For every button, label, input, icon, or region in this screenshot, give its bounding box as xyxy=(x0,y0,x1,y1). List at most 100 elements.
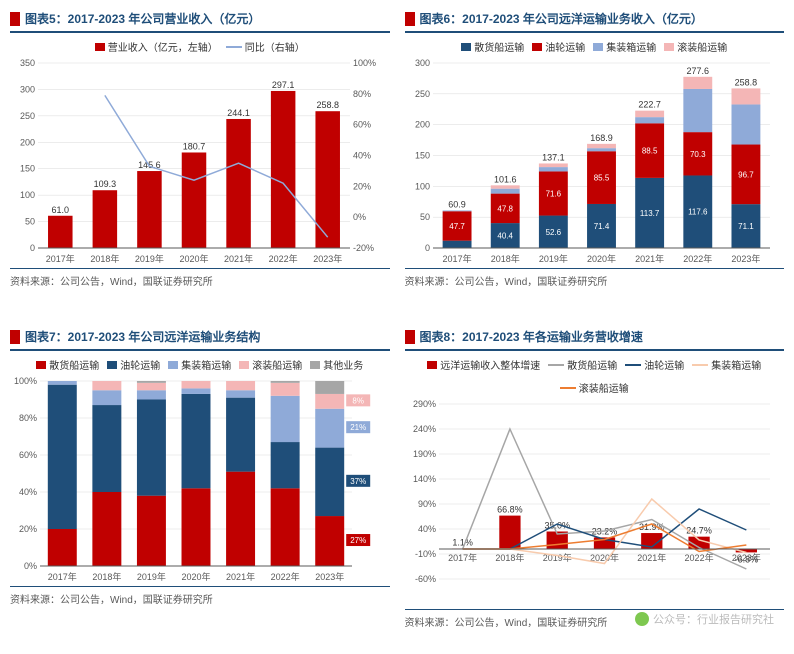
svg-text:50: 50 xyxy=(419,212,429,222)
chart6-title: 图表6：2017-2023 年公司远洋运输业务收入（亿元） xyxy=(420,10,703,27)
svg-text:250: 250 xyxy=(414,89,429,99)
svg-text:350: 350 xyxy=(20,58,35,68)
chart6-legend: 散货船运输油轮运输集装箱运输滚装船运输 xyxy=(405,39,785,54)
chart8-title: 图表8：2017-2023 年各运输业务营收增速 xyxy=(420,328,643,345)
svg-text:200: 200 xyxy=(20,137,35,147)
svg-text:1.1%: 1.1% xyxy=(452,537,473,547)
svg-text:40.4: 40.4 xyxy=(497,232,513,241)
svg-text:0%: 0% xyxy=(353,212,366,222)
svg-text:60.9: 60.9 xyxy=(448,199,466,209)
chart7-svg: 0%20%40%60%80%100%2017年2018年2019年2020年20… xyxy=(10,376,390,586)
svg-text:0: 0 xyxy=(30,243,35,253)
svg-text:117.6: 117.6 xyxy=(688,208,708,217)
watermark: 公众号：行业报告研究社 xyxy=(635,611,774,627)
svg-text:244.1: 244.1 xyxy=(227,108,250,118)
svg-text:300: 300 xyxy=(20,84,35,94)
svg-text:2021年: 2021年 xyxy=(224,253,253,264)
svg-text:2022年: 2022年 xyxy=(271,571,300,582)
svg-text:2018年: 2018年 xyxy=(490,253,519,264)
svg-text:2018年: 2018年 xyxy=(495,552,524,563)
svg-text:71.6: 71.6 xyxy=(545,189,561,198)
svg-text:109.3: 109.3 xyxy=(94,179,117,189)
svg-text:300: 300 xyxy=(414,58,429,68)
svg-text:20%: 20% xyxy=(353,181,371,191)
svg-text:90%: 90% xyxy=(417,499,435,509)
chart7-title: 图表7：2017-2023 年公司远洋运输业务结构 xyxy=(25,328,260,345)
svg-text:85.5: 85.5 xyxy=(593,174,609,183)
chart5-panel: 图表5：2017-2023 年公司营业收入（亿元） 营业收入（亿元，左轴）同比（… xyxy=(10,10,390,288)
svg-text:66.8%: 66.8% xyxy=(497,505,523,515)
svg-text:47.8: 47.8 xyxy=(497,204,513,213)
chart8-legend: 远洋运输收入整体增速散货船运输油轮运输集装箱运输滚装船运输 xyxy=(405,357,785,395)
svg-text:2020年: 2020年 xyxy=(179,253,208,264)
svg-text:2023年: 2023年 xyxy=(731,552,760,563)
chart5-source: 资料来源：公司公告，Wind，国联证券研究所 xyxy=(10,273,390,288)
wechat-icon xyxy=(635,612,649,626)
chart7-source: 资料来源：公司公告，Wind，国联证券研究所 xyxy=(10,591,390,606)
svg-text:88.5: 88.5 xyxy=(641,147,657,156)
svg-text:2021年: 2021年 xyxy=(226,571,255,582)
svg-text:40%: 40% xyxy=(19,487,37,497)
svg-text:277.6: 277.6 xyxy=(686,66,709,76)
svg-text:240%: 240% xyxy=(412,424,435,434)
svg-text:258.8: 258.8 xyxy=(734,77,757,87)
svg-text:-60%: -60% xyxy=(414,574,435,584)
svg-text:2017年: 2017年 xyxy=(48,571,77,582)
chart7-panel: 图表7：2017-2023 年公司远洋运输业务结构 散货船运输油轮运输集装箱运输… xyxy=(10,328,390,629)
svg-text:40%: 40% xyxy=(353,151,371,161)
svg-text:2021年: 2021年 xyxy=(637,552,666,563)
svg-text:140%: 140% xyxy=(412,474,435,484)
svg-text:100%: 100% xyxy=(353,58,376,68)
chart5-svg: 050100150200250300350-20%0%20%40%60%80%1… xyxy=(10,58,390,268)
svg-text:150: 150 xyxy=(414,151,429,161)
svg-text:2022年: 2022年 xyxy=(683,253,712,264)
chart6-svg: 05010015020025030047.760.92017年40.447.81… xyxy=(405,58,785,268)
svg-text:180.7: 180.7 xyxy=(183,141,206,151)
chart5-legend: 营业收入（亿元，左轴）同比（右轴） xyxy=(10,39,390,54)
svg-text:290%: 290% xyxy=(412,399,435,409)
svg-text:21%: 21% xyxy=(350,423,366,432)
svg-text:71.1: 71.1 xyxy=(738,222,754,231)
svg-text:2017年: 2017年 xyxy=(442,253,471,264)
svg-text:60%: 60% xyxy=(353,120,371,130)
svg-text:190%: 190% xyxy=(412,449,435,459)
svg-text:2019年: 2019年 xyxy=(137,571,166,582)
svg-text:2022年: 2022年 xyxy=(269,253,298,264)
svg-text:2017年: 2017年 xyxy=(46,253,75,264)
svg-text:0: 0 xyxy=(424,243,429,253)
svg-text:52.6: 52.6 xyxy=(545,228,561,237)
svg-text:0%: 0% xyxy=(24,561,37,571)
svg-text:60%: 60% xyxy=(19,450,37,460)
svg-text:2021年: 2021年 xyxy=(635,253,664,264)
svg-text:20%: 20% xyxy=(19,524,37,534)
chart6-source: 资料来源：公司公告，Wind，国联证券研究所 xyxy=(405,273,785,288)
svg-text:222.7: 222.7 xyxy=(638,100,661,110)
svg-text:100: 100 xyxy=(414,181,429,191)
svg-text:-10%: -10% xyxy=(414,549,435,559)
svg-text:2022年: 2022年 xyxy=(684,552,713,563)
svg-text:2020年: 2020年 xyxy=(181,571,210,582)
svg-text:113.7: 113.7 xyxy=(639,209,659,218)
svg-text:2019年: 2019年 xyxy=(538,253,567,264)
svg-text:80%: 80% xyxy=(353,89,371,99)
svg-text:2023年: 2023年 xyxy=(315,571,344,582)
chart5-title: 图表5：2017-2023 年公司营业收入（亿元） xyxy=(25,10,260,27)
svg-text:101.6: 101.6 xyxy=(493,174,516,184)
svg-text:40%: 40% xyxy=(417,524,435,534)
svg-text:150: 150 xyxy=(20,164,35,174)
svg-text:-20%: -20% xyxy=(353,243,374,253)
svg-text:96.7: 96.7 xyxy=(738,170,754,179)
svg-text:2017年: 2017年 xyxy=(448,552,477,563)
svg-text:70.3: 70.3 xyxy=(689,150,705,159)
svg-text:2018年: 2018年 xyxy=(90,253,119,264)
chart-grid: 图表5：2017-2023 年公司营业收入（亿元） 营业收入（亿元，左轴）同比（… xyxy=(10,10,784,629)
svg-text:71.4: 71.4 xyxy=(593,222,609,231)
svg-text:47.7: 47.7 xyxy=(449,222,465,231)
chart8-svg: -60% -10% 40% 90% 140% 190% 240% 290% 1.1% 2017年 6… xyxy=(405,399,785,609)
svg-text:258.8: 258.8 xyxy=(316,100,339,110)
svg-text:168.9: 168.9 xyxy=(590,133,613,143)
svg-text:2023年: 2023年 xyxy=(731,253,760,264)
chart7-legend: 散货船运输油轮运输集装箱运输滚装船运输其他业务 xyxy=(10,357,390,372)
svg-text:137.1: 137.1 xyxy=(542,152,565,162)
svg-text:27%: 27% xyxy=(350,536,366,545)
